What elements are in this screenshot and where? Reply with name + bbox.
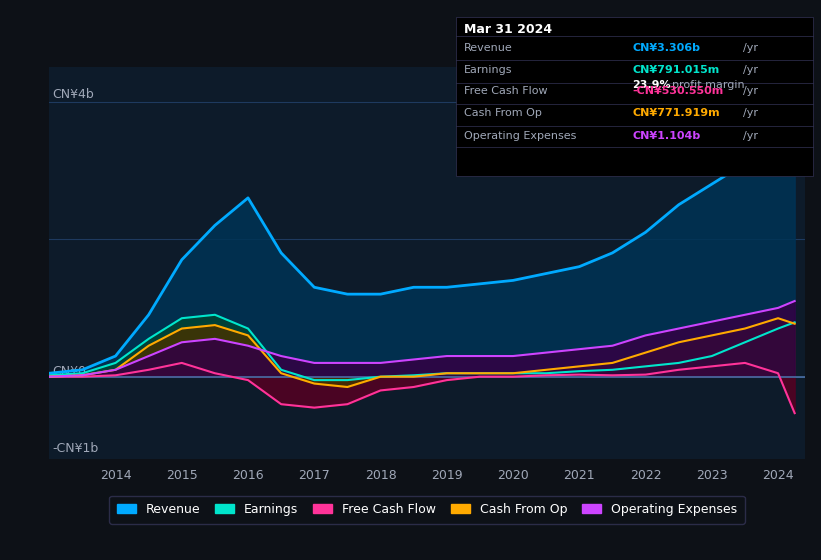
Text: Earnings: Earnings: [464, 65, 512, 75]
Text: CN¥771.919m: CN¥771.919m: [632, 108, 720, 118]
Text: CN¥3.306b: CN¥3.306b: [632, 43, 700, 53]
Text: /yr: /yr: [743, 43, 758, 53]
Legend: Revenue, Earnings, Free Cash Flow, Cash From Op, Operating Expenses: Revenue, Earnings, Free Cash Flow, Cash …: [109, 496, 745, 524]
Text: /yr: /yr: [743, 108, 758, 118]
Text: 23.9%: 23.9%: [632, 80, 671, 90]
Text: CN¥1.104b: CN¥1.104b: [632, 130, 700, 141]
Text: Operating Expenses: Operating Expenses: [464, 130, 576, 141]
Text: Free Cash Flow: Free Cash Flow: [464, 86, 548, 96]
Text: Cash From Op: Cash From Op: [464, 108, 542, 118]
Text: CN¥791.015m: CN¥791.015m: [632, 65, 719, 75]
Text: Revenue: Revenue: [464, 43, 512, 53]
Text: CN¥4b: CN¥4b: [53, 88, 94, 101]
Text: /yr: /yr: [743, 65, 758, 75]
Text: Mar 31 2024: Mar 31 2024: [464, 22, 552, 36]
Text: -CN¥530.550m: -CN¥530.550m: [632, 86, 723, 96]
Text: -CN¥1b: -CN¥1b: [53, 442, 99, 455]
Text: /yr: /yr: [743, 130, 758, 141]
Text: profit margin: profit margin: [672, 80, 744, 90]
Text: /yr: /yr: [743, 86, 758, 96]
Text: CN¥0: CN¥0: [53, 365, 86, 377]
